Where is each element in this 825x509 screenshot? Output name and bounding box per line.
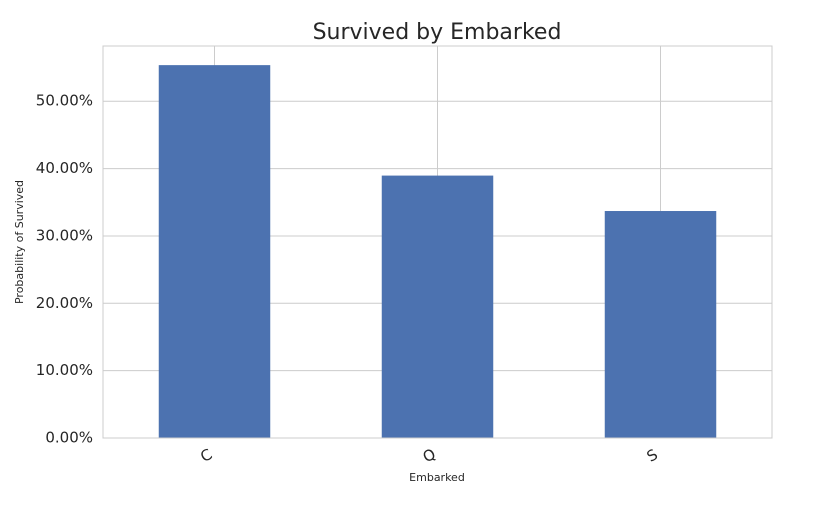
y-axis-label: Probability of Survived	[13, 180, 26, 304]
bar	[381, 175, 494, 439]
y-tick-label: 40.00%	[36, 159, 93, 177]
plot-frame	[102, 45, 773, 439]
bar	[158, 65, 271, 438]
x-axis-label: Embarked	[409, 471, 465, 484]
y-tick-label: 10.00%	[36, 361, 93, 379]
y-tick-label: 0.00%	[45, 429, 93, 447]
y-tick-label: 20.00%	[36, 294, 93, 312]
bar	[604, 211, 717, 438]
chart-title: Survived by Embarked	[313, 20, 562, 45]
y-tick-label: 30.00%	[36, 226, 93, 244]
y-tick-label: 50.00%	[36, 92, 93, 110]
